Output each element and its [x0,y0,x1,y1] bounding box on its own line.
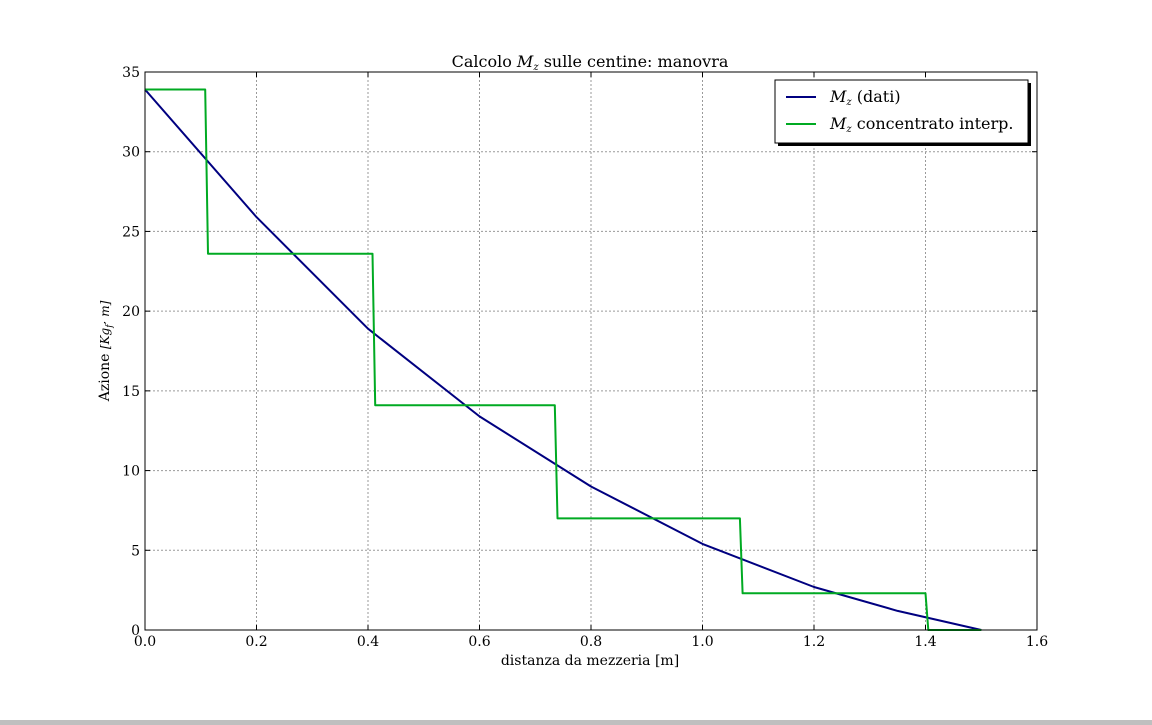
y-tick-label: 0 [131,623,140,639]
x-tick-label: 1.4 [914,634,936,650]
series-group [144,88,982,631]
x-tick-label: 1.6 [1026,634,1048,650]
x-tick-label: 0.0 [134,634,156,650]
y-axis-label: Azione [Kgf· m] [97,300,115,402]
grid [145,72,1037,630]
x-tick-label: 0.6 [468,634,490,650]
legend: Mz (dati) Mz concentrato interp. [774,79,1031,146]
x-tick-label: 0.2 [245,634,267,650]
series-line-concentrato [145,88,982,631]
chart-title: Calcolo Mz sulle centine: manovra [452,52,729,74]
y-tick-label: 35 [122,65,140,81]
y-tick-label: 30 [122,145,140,161]
legend-box [774,79,1029,144]
legend-label-concentrato: Mz concentrato interp. [829,114,1013,136]
y-tick-label: 25 [122,224,140,240]
y-tick-label: 5 [131,543,140,559]
plot-area: 0.0 0.2 0.4 0.6 0.8 1.0 1.2 1.4 1.6 0 5 10 15 20 25 30 3… [122,65,1048,650]
legend-label-dati: Mz (dati) [829,87,901,109]
x-tick-label: 1.2 [803,634,825,650]
x-tick-label: 1.0 [691,634,713,650]
y-tick-label: 10 [122,464,140,480]
y-tick-label: 20 [122,304,140,320]
x-axis-label: distanza da mezzeria [m] [501,653,679,669]
ticks: 0.0 0.2 0.4 0.6 0.8 1.0 1.2 1.4 1.6 0 5 10 15 20 25 30 3… [122,65,1048,650]
y-tick-label: 15 [122,384,140,400]
x-tick-label: 0.8 [580,634,602,650]
x-tick-label: 0.4 [357,634,379,650]
